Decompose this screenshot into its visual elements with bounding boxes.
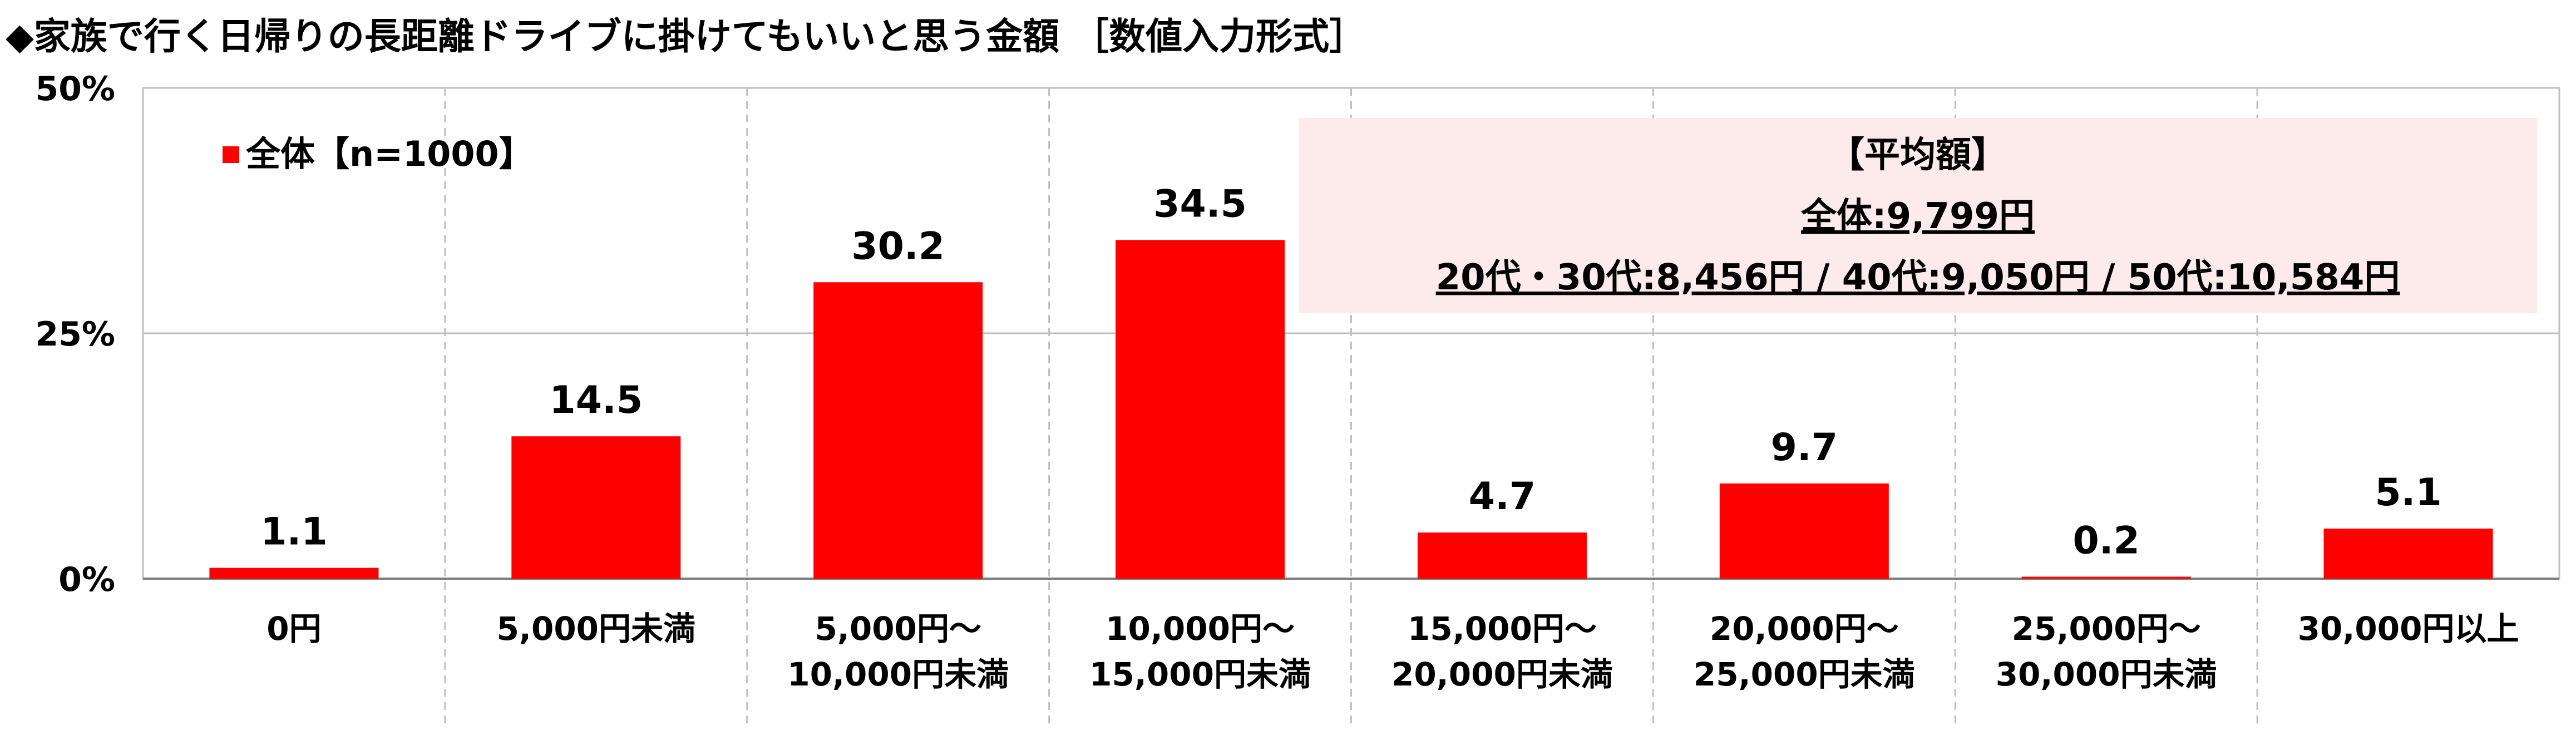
bar	[813, 282, 983, 579]
y-tick-label: 25%	[35, 315, 115, 354]
x-tick-label: 20,000円未満	[1391, 655, 1613, 693]
data-label: 34.5	[1153, 182, 1247, 226]
chart-title: ◆家族で行く日帰りの長距離ドライブに掛けてもいいと思う金額 ［数値入力形式］	[6, 15, 1366, 58]
x-tick-label: 10,000円未満	[787, 655, 1009, 693]
annotation-heading: 【平均額】	[1829, 135, 2007, 176]
x-axis: 0円 5,000円未満 5,000円～ 10,000円未満 10,000円～ 15,000…	[267, 610, 2519, 693]
annotation-box	[1299, 118, 2537, 313]
data-label: 0.2	[2072, 519, 2139, 563]
data-label: 5.1	[2375, 471, 2441, 515]
bar	[511, 436, 681, 579]
bar	[1417, 532, 1587, 579]
x-tick-label: 5,000円未満	[497, 610, 695, 648]
x-tick-label: 25,000円未満	[1694, 655, 1915, 693]
y-axis: 0% 25% 50%	[35, 70, 115, 599]
data-label: 30.2	[851, 224, 945, 268]
legend: 全体【n=1000】	[223, 134, 534, 174]
bar	[2021, 576, 2191, 579]
bars	[209, 240, 2493, 579]
annotation-overall: 全体:9,799円	[1800, 196, 2035, 237]
x-tick-label: 30,000円未満	[1996, 655, 2217, 693]
annotation-by-age: 20代・30代:8,456円 / 40代:9,050円 / 50代:10,584…	[1436, 257, 2400, 298]
x-tick-label: 0円	[267, 610, 321, 648]
data-label: 14.5	[549, 378, 643, 422]
x-tick-label: 5,000円～	[815, 610, 981, 648]
x-tick-label: 10,000円～	[1106, 610, 1295, 648]
data-label: 4.7	[1469, 475, 1536, 519]
x-tick-label: 15,000円～	[1408, 610, 1597, 648]
bar	[209, 568, 379, 579]
data-label: 1.1	[260, 510, 327, 554]
average-annotation: 【平均額】 全体:9,799円 20代・30代:8,456円 / 40代:9,0…	[1299, 118, 2537, 313]
y-tick-label: 0%	[58, 560, 115, 599]
x-tick-label: 20,000円～	[1710, 610, 1899, 648]
bar	[1719, 483, 1889, 579]
x-tick-label: 30,000円以上	[2298, 610, 2519, 648]
bar	[2323, 529, 2493, 579]
x-tick-label: 15,000円未満	[1089, 655, 1311, 693]
legend-label: 全体【n=1000】	[245, 134, 534, 174]
legend-swatch	[223, 146, 239, 163]
data-label: 9.7	[1771, 426, 1838, 470]
x-tick-label: 25,000円～	[2012, 610, 2201, 648]
bar	[1116, 240, 1285, 579]
y-tick-label: 50%	[35, 70, 115, 108]
value-labels: 1.1 14.5 30.2 34.5 4.7 9.7 0.2 5.1	[260, 182, 2442, 563]
